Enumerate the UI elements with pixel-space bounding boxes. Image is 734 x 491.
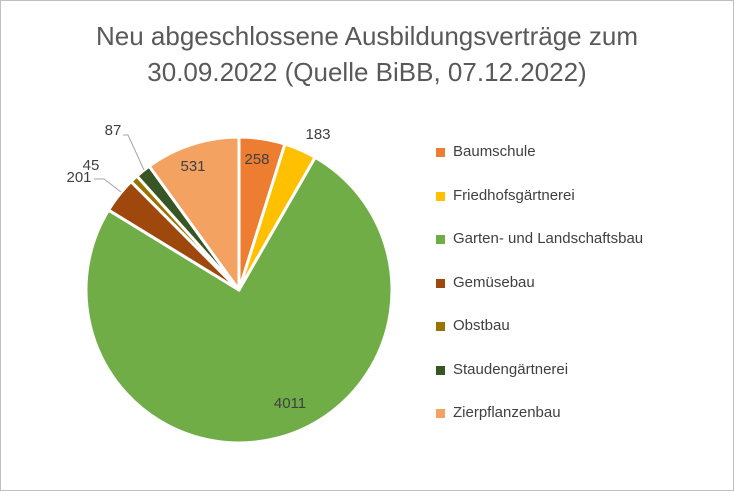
legend-label-garten-und-landschaftsbau: Garten- und Landschaftsbau (453, 230, 644, 247)
data-label-baumschule: 258 (244, 151, 269, 168)
legend-label-obstbau: Obstbau (453, 317, 510, 334)
legend-item-garten-und-landschaftsbau: Garten- und Landschaftsbau (436, 229, 643, 273)
legend-swatch-garten-und-landschaftsbau (436, 235, 445, 244)
legend-item-obstbau: Obstbau (436, 316, 643, 360)
legend-label-staudengaertnerei: Staudengärtnerei (453, 360, 569, 378)
data-label-gemuesebau: 201 (66, 169, 91, 186)
pie-slice-garten-und-landschaftsbau (84, 155, 394, 445)
pie-slice-zierpflanzenbau (147, 135, 241, 292)
data-label-friedhofsgaertnerei: 183 (305, 126, 330, 143)
chart-title: Neu abgeschlossene Ausbildungsverträge z… (0, 18, 734, 90)
legend-swatch-obstbau (436, 322, 445, 331)
legend-item-friedhofsgaertnerei: Friedhofsgärtnerei (436, 186, 643, 230)
legend-item-zierpflanzenbau: Zierpflanzenbau (436, 403, 643, 447)
data-label-obstbau: 45 (83, 157, 100, 174)
legend-swatch-gemuesebau (436, 278, 445, 288)
legend-item-staudengaertnerei: Staudengärtnerei (436, 360, 643, 404)
data-label-staudengaertnerei: 87 (105, 122, 122, 139)
chart-title-line-2: 30.09.2022 (Quelle BiBB, 07.12.2022) (147, 57, 587, 87)
legend-swatch-baumschule (436, 148, 445, 157)
legend-label-friedhofsgaertnerei: Friedhofsgärtnerei (453, 186, 575, 204)
data-label-garten-und-landschaftsbau: 4011 (274, 395, 306, 412)
legend-item-baumschule: Baumschule (436, 142, 643, 186)
legend-label-baumschule: Baumschule (453, 143, 536, 160)
leader-line-staudengaertnerei (123, 134, 145, 171)
legend-label-gemuesebau: Gemüsebau (453, 273, 535, 291)
legend-item-gemuesebau: Gemüsebau (436, 273, 643, 317)
chart-title-line-1: Neu abgeschlossene Ausbildungsverträge z… (95, 21, 638, 51)
legend-label-zierpflanzenbau: Zierpflanzenbau (453, 404, 561, 421)
legend-swatch-friedhofsgaertnerei (436, 191, 445, 201)
legend-swatch-staudengaertnerei (436, 365, 445, 375)
data-label-zierpflanzenbau: 531 (180, 158, 205, 175)
legend: Baumschule Friedhofsgärtnerei Garten- und … (436, 142, 643, 447)
leader-line-gemuesebau (94, 178, 122, 193)
legend-swatch-zierpflanzenbau (436, 409, 445, 418)
